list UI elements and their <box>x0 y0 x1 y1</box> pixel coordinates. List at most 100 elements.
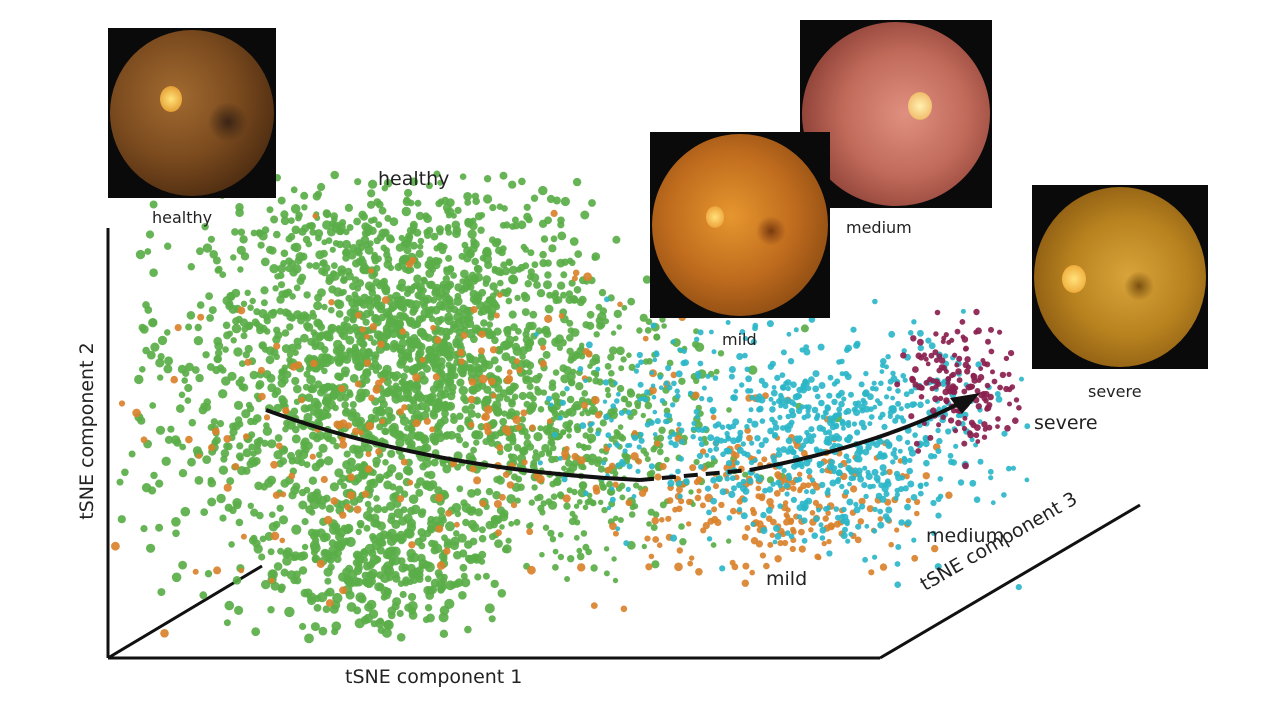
scatter-point <box>557 216 565 225</box>
scatter-point <box>276 504 284 512</box>
scatter-point <box>761 456 768 463</box>
scatter-point <box>523 326 531 334</box>
scatter-point <box>748 407 754 413</box>
scatter-point <box>544 304 554 314</box>
scatter-point <box>818 399 825 407</box>
scatter-point <box>323 515 333 525</box>
scatter-point <box>484 260 493 270</box>
scatter-point <box>817 343 825 351</box>
scatter-point <box>354 361 364 372</box>
scatter-point <box>351 343 359 351</box>
scatter-point <box>493 312 500 319</box>
scatter-point <box>609 496 616 503</box>
scatter-point <box>670 402 676 408</box>
scatter-point <box>906 467 913 475</box>
scatter-point <box>595 366 601 372</box>
scatter-point <box>373 495 380 502</box>
scatter-point <box>732 418 740 426</box>
scatter-point <box>458 287 466 295</box>
scatter-point <box>157 374 164 381</box>
scatter-point <box>312 213 319 219</box>
scatter-point <box>462 441 469 449</box>
scatter-point <box>890 375 898 383</box>
scatter-point <box>610 403 616 409</box>
scatter-point <box>270 531 280 541</box>
scatter-point <box>659 517 665 523</box>
scatter-point <box>744 525 751 531</box>
scatter-point <box>631 494 637 499</box>
scatter-point <box>345 536 356 548</box>
scatter-point <box>562 494 571 503</box>
scatter-point <box>150 342 160 352</box>
scatter-point <box>473 476 482 485</box>
scatter-point <box>540 500 547 507</box>
scatter-point <box>335 372 344 382</box>
scatter-point <box>634 403 641 410</box>
scatter-point <box>322 264 331 273</box>
scatter-point <box>945 428 952 435</box>
scatter-point <box>848 391 854 398</box>
scatter-point <box>531 261 539 269</box>
scatter-point <box>400 240 407 247</box>
scatter-point <box>493 238 502 246</box>
scatter-point <box>452 338 461 347</box>
scatter-point <box>597 465 606 473</box>
scatter-point <box>752 322 759 329</box>
scatter-point <box>517 220 527 230</box>
scatter-point <box>274 331 283 340</box>
scatter-point <box>596 378 604 386</box>
scatter-point <box>988 475 994 481</box>
scatter-point <box>273 342 281 350</box>
scatter-point <box>398 379 405 386</box>
scatter-point <box>278 515 289 525</box>
scatter-point <box>323 456 334 466</box>
scatter-point <box>607 443 612 448</box>
scatter-point <box>352 349 363 359</box>
scatter-point <box>471 192 480 200</box>
scatter-point <box>793 327 799 333</box>
scatter-point <box>184 383 193 393</box>
scatter-point <box>500 261 508 269</box>
scatter-point <box>901 348 907 354</box>
scatter-point <box>613 429 620 435</box>
scatter-point <box>267 383 277 393</box>
scatter-point <box>308 431 318 440</box>
scatter-point <box>514 294 521 302</box>
scatter-point <box>877 521 885 529</box>
scatter-point <box>293 576 302 585</box>
scatter-point <box>491 267 498 274</box>
scatter-point <box>628 511 636 518</box>
scatter-point <box>355 554 364 564</box>
scatter-point <box>1008 350 1015 357</box>
scatter-point <box>642 275 652 284</box>
scatter-point <box>645 318 653 326</box>
scatter-point <box>321 303 328 311</box>
scatter-point <box>417 553 426 563</box>
scatter-point <box>186 311 196 320</box>
scatter-point <box>424 575 432 583</box>
scatter-point <box>602 399 608 404</box>
scatter-point <box>797 471 803 477</box>
scatter-point <box>873 386 879 392</box>
scatter-point <box>485 297 493 304</box>
scatter-point <box>936 422 942 428</box>
scatter-point <box>569 510 576 517</box>
scatter-point <box>539 250 547 259</box>
scatter-point <box>212 366 221 375</box>
x-axis-label: tSNE component 1 <box>345 666 523 688</box>
scatter-point <box>733 388 739 394</box>
scatter-point <box>854 536 862 544</box>
scatter-point <box>540 389 548 396</box>
scatter-point <box>710 542 717 548</box>
scatter-point <box>698 441 705 448</box>
scatter-point <box>216 420 225 428</box>
scatter-point <box>341 393 350 402</box>
scatter-point <box>220 449 230 458</box>
scatter-point <box>375 379 383 387</box>
scatter-point <box>368 559 377 568</box>
scatter-point <box>760 511 767 519</box>
scatter-point <box>608 370 615 377</box>
scatter-point <box>612 481 619 488</box>
scatter-point <box>704 485 712 492</box>
scatter-point <box>357 594 367 604</box>
